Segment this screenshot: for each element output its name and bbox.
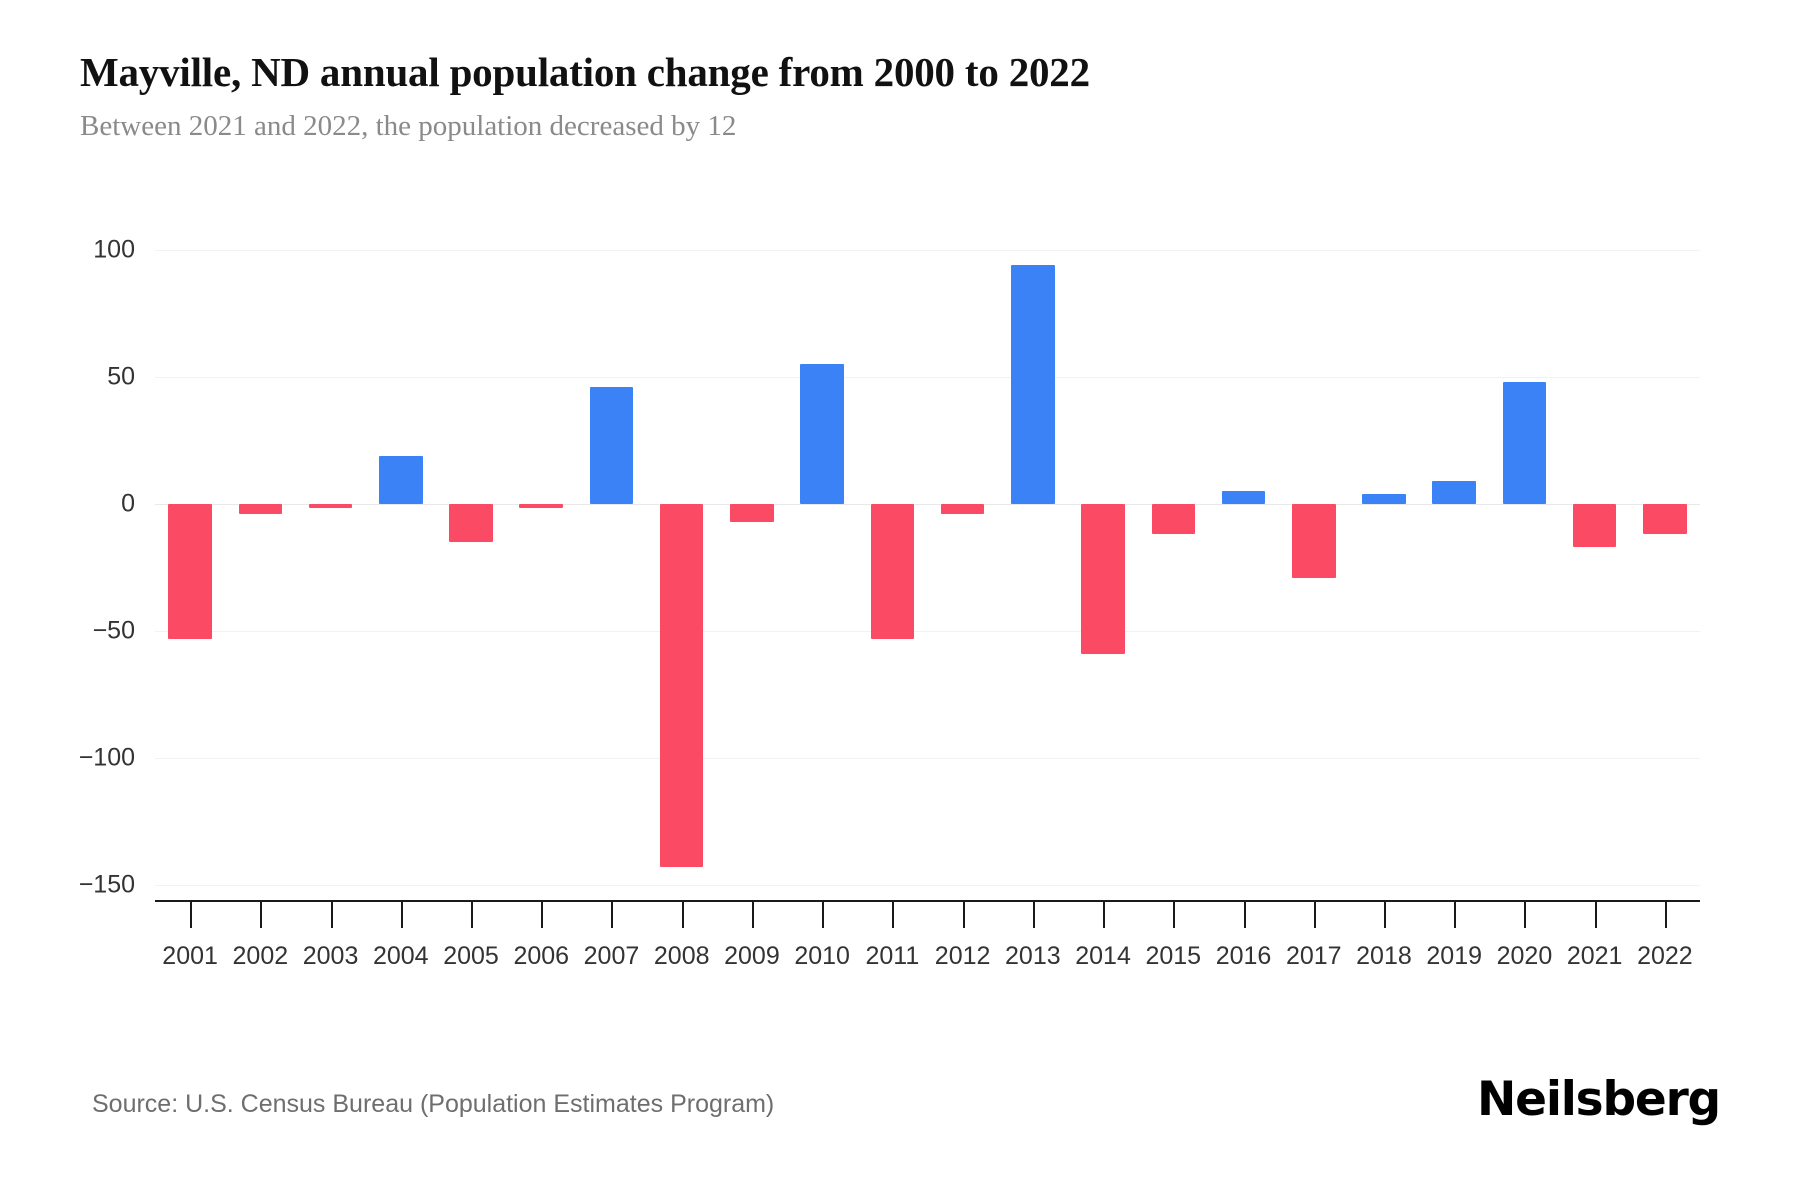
bar-2008[interactable] — [659, 504, 704, 868]
x-axis-tick — [541, 900, 544, 928]
x-axis-tick-label-2018: 2018 — [1356, 942, 1412, 970]
bar-2001[interactable] — [168, 504, 212, 639]
x-axis-line — [155, 900, 1700, 902]
source-note: Source: U.S. Census Bureau (Population E… — [92, 1090, 775, 1118]
y-axis-tick-label: 0 — [121, 489, 135, 518]
bar-2017[interactable] — [1291, 504, 1336, 578]
bar-2013[interactable] — [1011, 265, 1055, 504]
x-axis-tick-label-2021: 2021 — [1566, 942, 1623, 970]
x-axis-tick-label-2017: 2017 — [1285, 942, 1342, 970]
x-axis-tick — [1103, 900, 1106, 928]
x-axis-tick-label-2010: 2010 — [794, 942, 850, 970]
bar-2010[interactable] — [800, 364, 844, 504]
x-axis-tick — [1383, 900, 1386, 928]
bar-2002[interactable] — [238, 504, 283, 515]
x-axis-tick — [1594, 900, 1597, 928]
x-axis-tick-label-2008: 2008 — [653, 942, 710, 970]
x-axis-tick — [681, 900, 684, 928]
bar-2006[interactable] — [519, 504, 563, 508]
bar-2005[interactable] — [449, 504, 493, 543]
y-axis-tick-label: 50 — [107, 362, 135, 391]
x-axis-tick — [1524, 900, 1527, 928]
x-axis-tick — [260, 900, 263, 928]
plot-area — [155, 250, 1700, 886]
x-axis-tick — [611, 900, 614, 928]
brand-logo: Neilsberg — [1477, 1072, 1721, 1127]
x-axis-tick — [892, 900, 895, 928]
x-axis-tick — [1454, 900, 1457, 928]
y-axis-tick-label: −50 — [92, 616, 135, 645]
chart-subtitle: Between 2021 and 2022, the population de… — [80, 110, 737, 142]
x-axis-tick-label-2003: 2003 — [302, 942, 359, 970]
x-axis-tick-label-2005: 2005 — [443, 942, 499, 970]
x-axis-tick-label-2004: 2004 — [372, 942, 429, 970]
bar-2016[interactable] — [1221, 491, 1266, 504]
bar-2018[interactable] — [1362, 493, 1406, 504]
gridline — [155, 250, 1700, 251]
x-axis-tick — [1243, 900, 1246, 928]
bar-2007[interactable] — [589, 387, 634, 504]
bar-2019[interactable] — [1432, 481, 1476, 504]
gridline — [155, 631, 1700, 632]
x-axis-tick — [190, 900, 193, 928]
x-axis-tick — [1032, 900, 1035, 928]
bar-2022[interactable] — [1643, 504, 1687, 535]
x-axis-tick-label-2020: 2020 — [1496, 942, 1553, 970]
bar-2020[interactable] — [1502, 382, 1547, 504]
x-axis-tick-label-2009: 2009 — [724, 942, 780, 970]
x-axis-tick-label-2001: 2001 — [162, 942, 218, 970]
zero-gridline — [155, 504, 1700, 505]
gridline — [155, 377, 1700, 378]
chart-header: Mayville, ND annual population change fr… — [80, 48, 1720, 143]
page-title: Mayville, ND annual population change fr… — [80, 49, 1090, 95]
x-axis-tick-label-2007: 2007 — [583, 942, 640, 970]
x-axis-tick-label-2019: 2019 — [1426, 942, 1483, 970]
x-axis-tick-label-2012: 2012 — [934, 942, 991, 970]
x-axis-tick-label-2002: 2002 — [232, 942, 289, 970]
x-axis-tick-label-2022: 2022 — [1637, 942, 1693, 970]
y-axis-labels: 100 50 0 −50 −100 −150 — [0, 236, 135, 899]
x-axis-tick-label-2016: 2016 — [1215, 942, 1272, 970]
bar-2003[interactable] — [308, 504, 353, 508]
x-axis-tick — [751, 900, 754, 928]
bar-2011[interactable] — [870, 504, 915, 639]
y-axis-tick-label: 100 — [93, 235, 135, 264]
x-axis-tick — [471, 900, 474, 928]
y-axis-tick-label: −150 — [78, 870, 135, 899]
gridline — [155, 885, 1700, 886]
x-axis-tick-label-2014: 2014 — [1075, 942, 1131, 970]
x-axis-tick-label-2006: 2006 — [513, 942, 570, 970]
bar-2021[interactable] — [1572, 504, 1617, 548]
x-axis-tick — [1313, 900, 1316, 928]
x-axis-tick — [1664, 900, 1667, 928]
x-axis-tick-label-2013: 2013 — [1005, 942, 1061, 970]
x-axis-tick-label-2015: 2015 — [1145, 942, 1202, 970]
y-axis-tick-label: −100 — [78, 743, 135, 772]
bar-2012[interactable] — [940, 504, 985, 515]
x-axis-tick — [400, 900, 403, 928]
x-axis-tick — [330, 900, 333, 928]
bar-2015[interactable] — [1151, 504, 1196, 535]
bar-2014[interactable] — [1081, 504, 1125, 654]
bar-2004[interactable] — [379, 455, 423, 504]
x-axis-tick-label-2011: 2011 — [865, 942, 920, 970]
gridline — [155, 758, 1700, 759]
x-axis-tick — [822, 900, 825, 928]
bar-2009[interactable] — [730, 504, 774, 522]
x-axis-tick — [962, 900, 965, 928]
x-axis-tick — [1173, 900, 1176, 928]
